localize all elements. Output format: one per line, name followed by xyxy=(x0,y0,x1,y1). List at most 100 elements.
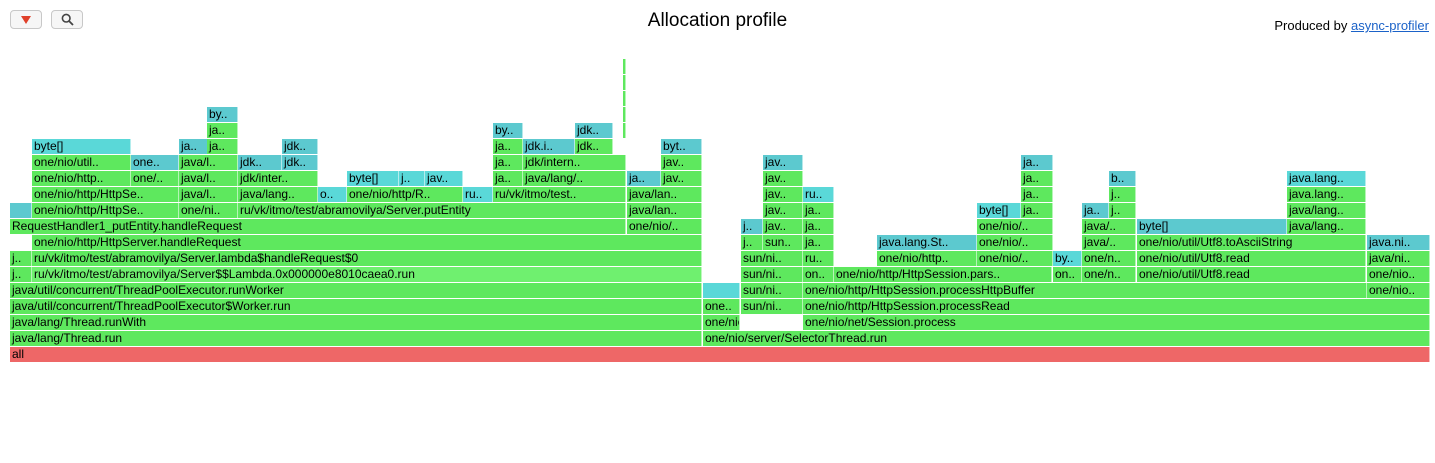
frame[interactable]: sun/ni.. xyxy=(741,267,803,282)
frame[interactable]: on.. xyxy=(1053,267,1082,282)
frame[interactable]: one/nio/net/.. xyxy=(703,315,740,330)
frame[interactable]: java/l.. xyxy=(179,171,238,186)
frame[interactable]: java/lan.. xyxy=(627,187,702,202)
frame[interactable]: byte[] xyxy=(32,139,131,154)
frame[interactable]: one/nio/.. xyxy=(977,219,1053,234)
frame[interactable]: java/.. xyxy=(1082,219,1136,234)
frame[interactable]: one.. xyxy=(131,155,179,170)
frame[interactable]: java/lang/Thread.run xyxy=(10,331,702,346)
frame[interactable]: one/ni.. xyxy=(179,203,238,218)
frame[interactable]: ja.. xyxy=(1021,155,1053,170)
frame[interactable]: one/nio/http/HttpSe.. xyxy=(32,187,179,202)
frame[interactable]: ru/vk/itmo/test/abramovilya/Server$$Lamb… xyxy=(32,267,702,282)
frame[interactable]: ja.. xyxy=(1082,203,1109,218)
frame[interactable]: jdk.. xyxy=(282,155,318,170)
frame[interactable]: ja.. xyxy=(493,155,523,170)
frame[interactable]: jdk/inter.. xyxy=(238,171,318,186)
frame[interactable]: byte[] xyxy=(1137,219,1287,234)
frame[interactable]: jav.. xyxy=(763,187,803,202)
frame[interactable]: one/nio.. xyxy=(1367,283,1430,298)
frame[interactable]: ja.. xyxy=(803,219,834,234)
frame[interactable]: one/nio/http.. xyxy=(877,251,977,266)
frame[interactable]: one/nio/http/HttpSession.processRead xyxy=(803,299,1430,314)
frame[interactable]: one/n.. xyxy=(1082,251,1136,266)
frame[interactable]: jdk.. xyxy=(575,123,613,138)
search-button[interactable] xyxy=(51,10,83,29)
frame[interactable]: java/lang/Thread.runWith xyxy=(10,315,702,330)
frame[interactable]: java/lang.. xyxy=(1287,203,1366,218)
frame[interactable]: ru/vk/itmo/test.. xyxy=(493,187,626,202)
frame[interactable]: java/l.. xyxy=(179,155,238,170)
frame[interactable]: sun/ni.. xyxy=(741,251,803,266)
frame[interactable]: ru/vk/itmo/test/abramovilya/Server.putEn… xyxy=(238,203,626,218)
frame[interactable]: by.. xyxy=(207,107,238,122)
frame[interactable]: one/nio/http/HttpSe.. xyxy=(32,203,179,218)
frame[interactable]: java/lang.. xyxy=(1287,219,1366,234)
frame[interactable]: ru.. xyxy=(803,251,834,266)
frame[interactable]: sun.. xyxy=(763,235,803,250)
frame[interactable]: jdk.. xyxy=(282,139,318,154)
frame[interactable]: jav.. xyxy=(763,219,803,234)
frame[interactable]: byt.. xyxy=(661,139,702,154)
frame[interactable]: java/.. xyxy=(1082,235,1136,250)
frame[interactable]: one/nio/util/Utf8.read xyxy=(1137,267,1366,282)
frame[interactable]: ja.. xyxy=(803,235,834,250)
frame[interactable]: ru.. xyxy=(463,187,493,202)
frame[interactable] xyxy=(623,123,626,138)
frame[interactable]: ja.. xyxy=(179,139,208,154)
frame[interactable]: one/nio/http/R.. xyxy=(347,187,463,202)
frame[interactable]: java.lang.St.. xyxy=(877,235,977,250)
frame[interactable]: java/util/concurrent/ThreadPoolExecutor$… xyxy=(10,299,702,314)
frame[interactable]: b.. xyxy=(1109,171,1136,186)
frame[interactable]: ja.. xyxy=(1021,171,1053,186)
frame[interactable]: ja.. xyxy=(207,139,238,154)
reverse-button[interactable] xyxy=(10,10,42,29)
frame[interactable]: by.. xyxy=(1053,251,1082,266)
frame[interactable]: ja.. xyxy=(627,171,661,186)
frame[interactable]: jav.. xyxy=(661,171,702,186)
frame[interactable]: jdk.. xyxy=(575,139,613,154)
frame[interactable]: one/nio/.. xyxy=(977,251,1053,266)
frame[interactable]: one/nio/util/Utf8.read xyxy=(1137,251,1366,266)
frame[interactable]: java/ni.. xyxy=(1367,251,1430,266)
frame[interactable]: j.. xyxy=(741,219,763,234)
frame[interactable]: jav.. xyxy=(425,171,463,186)
frame[interactable]: java/l.. xyxy=(179,187,238,202)
frame[interactable] xyxy=(623,59,626,74)
frame[interactable]: jdk.. xyxy=(238,155,282,170)
frame[interactable]: java/lang.. xyxy=(238,187,318,202)
frame[interactable]: jav.. xyxy=(763,171,803,186)
frame[interactable]: java.lang.. xyxy=(1287,187,1366,202)
frame[interactable]: ja.. xyxy=(1021,203,1053,218)
frame[interactable]: one/nio/util.. xyxy=(32,155,131,170)
frame[interactable]: one/nio.. xyxy=(1367,267,1430,282)
frame[interactable]: sun/ni.. xyxy=(741,299,803,314)
frame[interactable]: by.. xyxy=(493,123,523,138)
frame[interactable]: one/nio/http.. xyxy=(32,171,131,186)
frame[interactable]: java/util/concurrent/ThreadPoolExecutor.… xyxy=(10,283,702,298)
frame[interactable]: java.lang.. xyxy=(1287,171,1366,186)
frame[interactable]: on.. xyxy=(803,267,834,282)
frame[interactable]: ja.. xyxy=(493,171,523,186)
frame[interactable]: one/nio/http/HttpSession.pars.. xyxy=(834,267,1052,282)
frame[interactable]: one.. xyxy=(703,299,740,314)
frame[interactable]: o.. xyxy=(318,187,347,202)
frame[interactable]: jav.. xyxy=(763,155,803,170)
frame-root[interactable]: all xyxy=(10,347,1430,362)
frame[interactable]: one/nio/.. xyxy=(627,219,702,234)
frame[interactable]: byte[] xyxy=(347,171,399,186)
frame[interactable]: ja.. xyxy=(207,123,238,138)
frame[interactable]: j.. xyxy=(1109,187,1136,202)
frame[interactable]: ru/vk/itmo/test/abramovilya/Server.lambd… xyxy=(32,251,702,266)
frame[interactable]: ru.. xyxy=(803,187,834,202)
frame[interactable] xyxy=(623,107,626,122)
frame[interactable]: java/lang/.. xyxy=(523,171,626,186)
frame[interactable]: java/lan.. xyxy=(627,203,702,218)
frame[interactable]: one/nio/.. xyxy=(977,235,1053,250)
frame[interactable]: one/n.. xyxy=(1082,267,1136,282)
frame[interactable]: j.. xyxy=(10,251,32,266)
frame[interactable] xyxy=(703,283,740,298)
frame[interactable] xyxy=(623,75,626,90)
async-profiler-link[interactable]: async-profiler xyxy=(1350,18,1429,33)
frame[interactable]: one/nio/server/SelectorThread.run xyxy=(703,331,1430,346)
